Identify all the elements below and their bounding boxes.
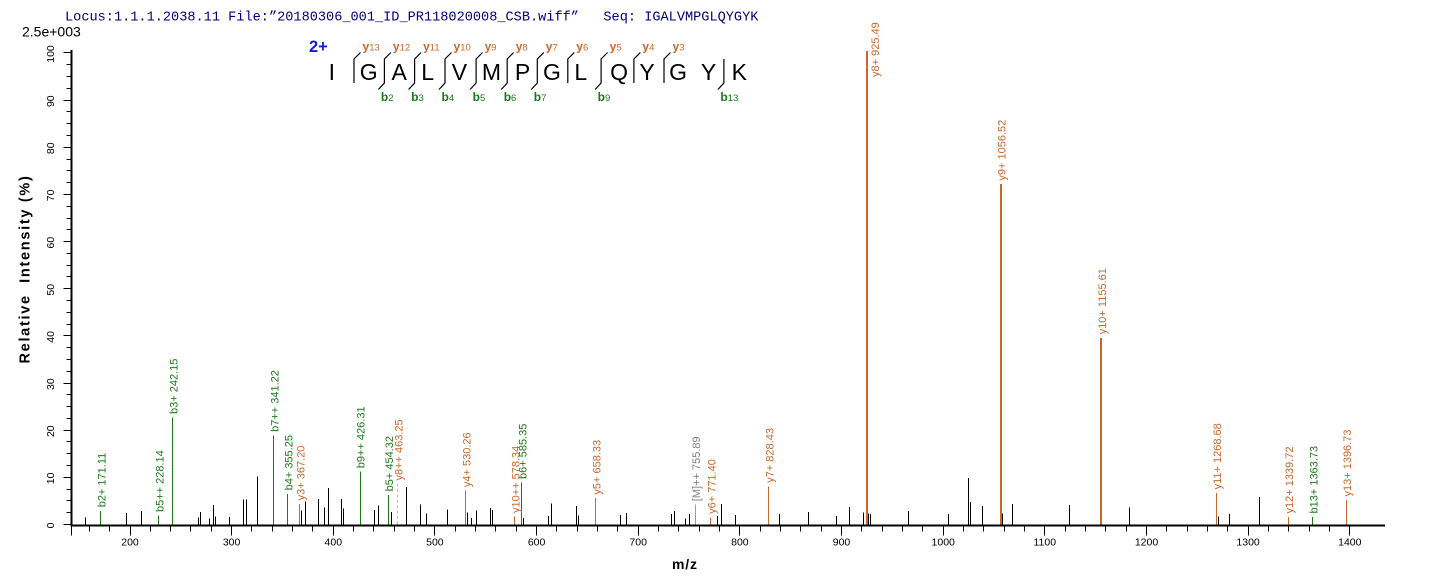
svg-text:[M]++ 755.89: [M]++ 755.89: [691, 436, 703, 501]
svg-text:200: 200: [121, 537, 139, 549]
svg-text:y4+ 530.26: y4+ 530.26: [461, 432, 473, 487]
svg-text:30: 30: [45, 378, 57, 390]
svg-text:b7++ 341.22: b7++ 341.22: [269, 370, 281, 432]
svg-text:Locus:1.1.1.2038.11 File:”2018: Locus:1.1.1.2038.11 File:”20180306_001_I…: [65, 11, 759, 26]
svg-text:G: G: [543, 59, 561, 85]
svg-text:I: I: [329, 59, 335, 85]
svg-text:90: 90: [45, 95, 57, 107]
svg-text:1000: 1000: [932, 537, 956, 549]
svg-text:Y: Y: [639, 59, 654, 85]
svg-text:2.5e+003: 2.5e+003: [22, 24, 81, 40]
svg-text:500: 500: [426, 537, 444, 549]
svg-text:b7: b7: [534, 90, 547, 104]
svg-text:300: 300: [223, 537, 241, 549]
svg-text:b9++ 426.31: b9++ 426.31: [356, 406, 368, 468]
svg-text:2+: 2+: [309, 38, 328, 56]
svg-text:L: L: [574, 59, 587, 85]
svg-text:y11+ 1268.68: y11+ 1268.68: [1212, 423, 1224, 489]
svg-text:b6: b6: [504, 90, 517, 104]
svg-text:L: L: [421, 59, 434, 85]
svg-text:60: 60: [45, 237, 57, 249]
svg-text:y6: y6: [576, 40, 588, 54]
svg-text:b13+ 1363.73: b13+ 1363.73: [1309, 446, 1321, 514]
svg-text:y8+ 925.49: y8+ 925.49: [870, 22, 882, 77]
svg-text:b4+ 355.25: b4+ 355.25: [284, 435, 296, 490]
svg-text:A: A: [392, 59, 408, 85]
svg-text:y10++ 578.34: y10++ 578.34: [510, 446, 522, 513]
svg-text:0: 0: [45, 522, 57, 528]
svg-text:b3+ 242.15: b3+ 242.15: [169, 359, 181, 414]
svg-text:b5++ 228.14: b5++ 228.14: [154, 450, 166, 512]
svg-text:y6+ 771.40: y6+ 771.40: [707, 459, 719, 514]
svg-text:40: 40: [45, 331, 57, 343]
svg-text:700: 700: [629, 537, 647, 549]
svg-text:y9+ 1056.52: y9+ 1056.52: [996, 120, 1008, 181]
svg-text:y10+ 1155.61: y10+ 1155.61: [1097, 268, 1109, 334]
svg-text:Q: Q: [610, 59, 628, 85]
svg-text:80: 80: [45, 142, 57, 154]
svg-text:y12: y12: [393, 40, 410, 54]
svg-text:b6+ 585.35: b6+ 585.35: [517, 424, 529, 479]
svg-text:b5: b5: [473, 90, 486, 104]
svg-text:G: G: [669, 59, 687, 85]
svg-text:M: M: [482, 59, 501, 85]
svg-text:600: 600: [528, 537, 546, 549]
svg-text:10: 10: [45, 472, 57, 484]
svg-text:y9: y9: [485, 40, 497, 54]
svg-text:b4: b4: [442, 90, 455, 104]
svg-text:Relative Intensity (%): Relative Intensity (%): [18, 175, 34, 364]
svg-text:1400: 1400: [1338, 537, 1362, 549]
svg-text:20: 20: [45, 425, 57, 437]
svg-text:800: 800: [731, 537, 749, 549]
svg-text:70: 70: [45, 189, 57, 201]
svg-text:900: 900: [833, 537, 851, 549]
svg-text:1100: 1100: [1034, 537, 1057, 549]
svg-text:P: P: [515, 59, 530, 85]
svg-text:50: 50: [45, 284, 57, 296]
svg-text:1200: 1200: [1135, 537, 1159, 549]
svg-text:y3: y3: [673, 40, 685, 54]
svg-text:b3: b3: [411, 90, 424, 104]
svg-text:y13+ 1396.73: y13+ 1396.73: [1342, 430, 1354, 497]
svg-text:400: 400: [325, 537, 343, 549]
svg-text:y8++ 463.25: y8++ 463.25: [393, 419, 405, 480]
svg-text:y12+ 1339.72: y12+ 1339.72: [1284, 447, 1296, 514]
svg-text:y4: y4: [642, 40, 654, 54]
svg-text:1300: 1300: [1236, 537, 1260, 549]
svg-text:y7+ 828.43: y7+ 828.43: [765, 428, 777, 483]
svg-text:y13: y13: [363, 40, 380, 54]
svg-text:y10: y10: [454, 40, 471, 54]
svg-text:y5: y5: [610, 40, 622, 54]
svg-text:b13: b13: [720, 90, 738, 104]
svg-text:V: V: [452, 59, 468, 85]
svg-text:y11: y11: [423, 40, 440, 54]
svg-text:y3+ 367.20: y3+ 367.20: [296, 446, 308, 501]
svg-text:b9: b9: [598, 90, 611, 104]
svg-text:m/z: m/z: [672, 556, 698, 572]
svg-text:y5+ 658.33: y5+ 658.33: [592, 440, 604, 495]
svg-text:K: K: [732, 59, 748, 85]
svg-text:y7: y7: [546, 40, 558, 54]
svg-text:b2+ 171.11: b2+ 171.11: [96, 453, 108, 508]
svg-text:G: G: [360, 59, 378, 85]
svg-text:b2: b2: [381, 90, 394, 104]
svg-text:y8: y8: [516, 40, 528, 54]
svg-text:Y: Y: [701, 59, 716, 85]
svg-text:100: 100: [45, 45, 57, 63]
svg-text:b5+ 454.32: b5+ 454.32: [384, 436, 396, 491]
